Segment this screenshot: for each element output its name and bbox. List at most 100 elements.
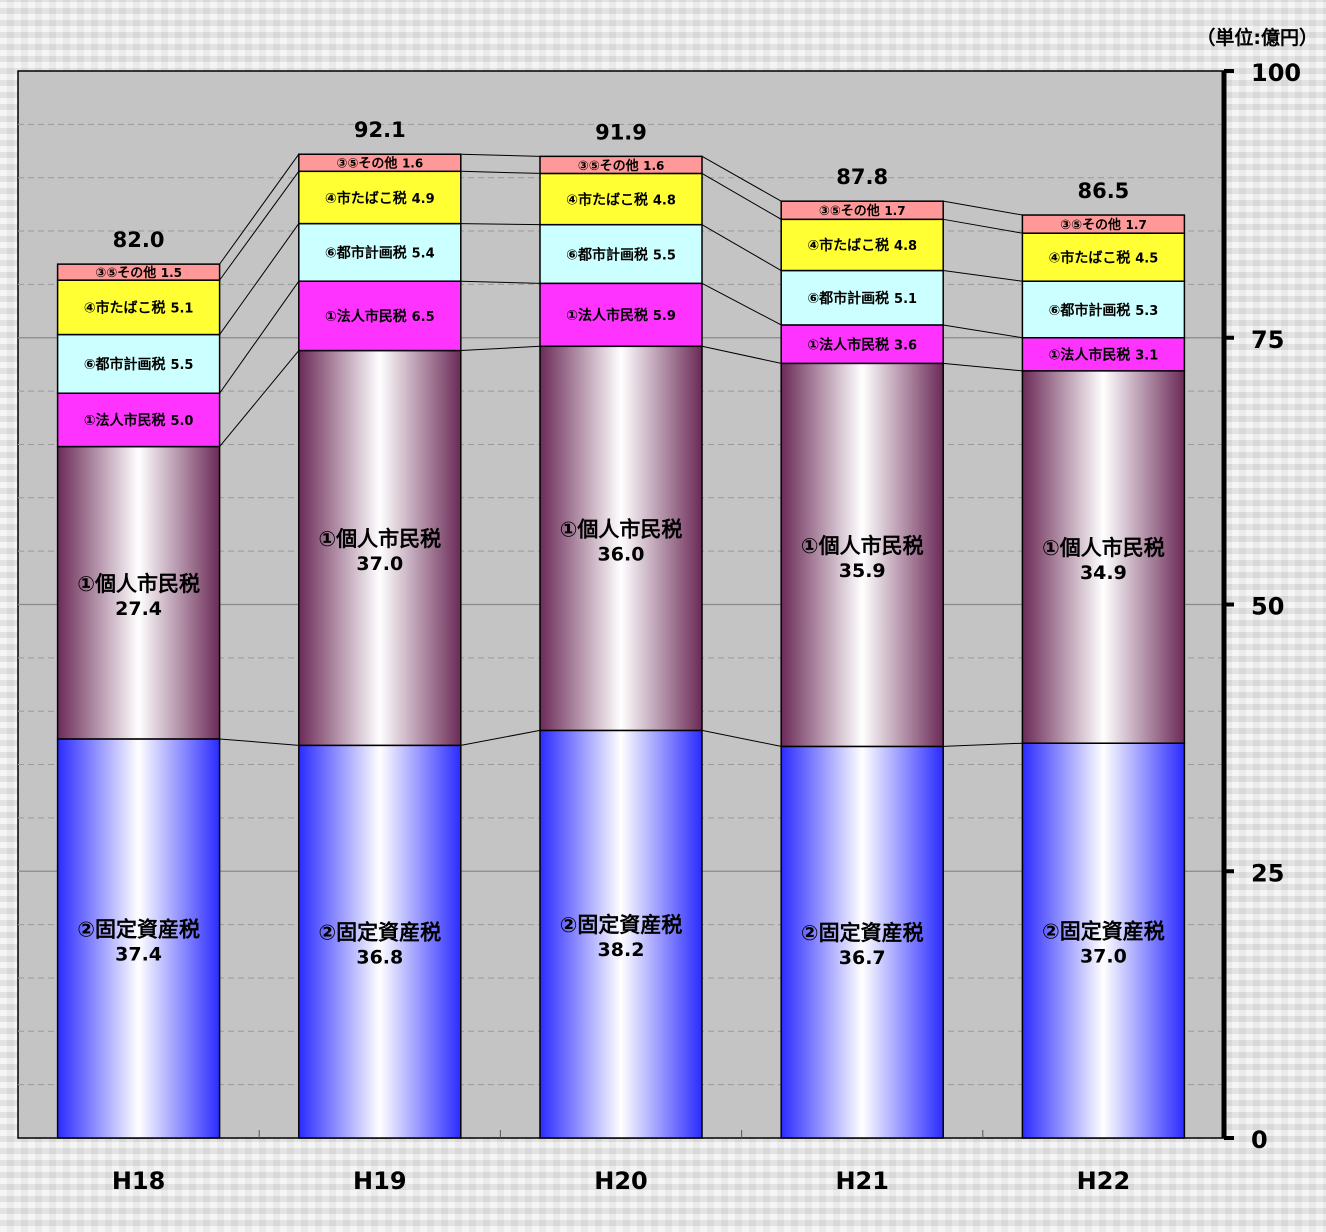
segment-series-label: ①個人市民税 <box>1042 536 1165 560</box>
bar-segment <box>539 172 703 226</box>
bar-segment <box>1021 370 1186 744</box>
segment-label: ③⑤その他 1.6 <box>578 158 665 174</box>
connector-line <box>701 345 782 364</box>
connector-line <box>460 153 541 157</box>
segment-label: ①法人市民税 3.1 <box>1049 347 1159 364</box>
x-axis-labels: H18 H19 H20 H21 H22 <box>112 1167 1130 1195</box>
connector-lines <box>219 153 1023 747</box>
total-label: 82.0 <box>113 228 165 252</box>
segment-series-label: ①個人市民税 <box>77 572 200 596</box>
segment-label: ⑥都市計画税 5.5 <box>566 246 676 263</box>
connector-line <box>943 742 1023 747</box>
connector-line <box>219 223 300 335</box>
segment-label: ⑥都市計画税 5.5 <box>84 356 194 373</box>
bar-segment <box>539 345 703 732</box>
connector-line <box>701 172 782 220</box>
segment-series-label: ②固定資産税 <box>77 917 200 941</box>
bar-segment <box>298 744 462 1139</box>
segment-value-label: 36.7 <box>839 947 886 969</box>
bar-segment <box>56 279 221 336</box>
bar-segment <box>539 729 703 1139</box>
connector-line <box>943 324 1023 339</box>
bar-segment <box>539 282 703 348</box>
y-axis: 0 25 50 75 100 <box>258 59 1301 1154</box>
segment-label: ①法人市民税 5.0 <box>84 412 194 429</box>
segment-value-label: 36.0 <box>598 543 645 565</box>
bar-segment <box>56 263 221 281</box>
x-category-label: H20 <box>594 1167 647 1195</box>
bar-segment <box>298 349 462 747</box>
connector-line <box>219 280 300 394</box>
bar-segment <box>56 392 221 448</box>
connector-line <box>460 223 541 226</box>
total-label: 92.1 <box>354 118 406 142</box>
bar-segment <box>298 222 462 282</box>
segment-series-label: ②固定資産税 <box>1042 920 1165 944</box>
bar-segment <box>1021 742 1186 1139</box>
total-label: 91.9 <box>595 120 647 144</box>
segment-label: ③⑤その他 1.7 <box>1060 217 1147 233</box>
y-tick-label: 75 <box>1251 326 1284 354</box>
connector-line <box>219 153 300 265</box>
segment-label: ③⑤その他 1.7 <box>819 203 906 219</box>
bar-segment <box>1021 232 1186 282</box>
connector-line <box>943 362 1023 372</box>
segment-series-label: ②固定資産税 <box>318 921 441 945</box>
bar-segment <box>298 170 462 225</box>
total-label: 86.5 <box>1077 179 1129 203</box>
segment-label: ①法人市民税 3.6 <box>807 336 917 353</box>
connector-line <box>701 729 782 747</box>
connector-line <box>219 171 300 281</box>
bar-segment <box>56 738 221 1139</box>
x-category-label: H21 <box>835 1167 888 1195</box>
segment-value-label: 37.4 <box>115 943 162 965</box>
segment-series-label: ②固定資産税 <box>560 913 683 937</box>
segment-label: ④市たばこ税 4.8 <box>807 237 917 254</box>
segment-value-label: 37.0 <box>1080 946 1127 968</box>
x-category-label: H22 <box>1077 1167 1130 1195</box>
connector-line <box>943 200 1023 216</box>
y-tick-label: 100 <box>1251 59 1301 87</box>
bar-segment <box>780 362 944 748</box>
connector-line <box>701 224 782 271</box>
segment-value-label: 38.2 <box>598 939 645 961</box>
unit-label: （単位:億円） <box>1196 26 1318 49</box>
connector-line <box>943 270 1023 282</box>
y-tick-label: 25 <box>1251 859 1284 887</box>
segment-value-label: 34.9 <box>1080 562 1127 584</box>
connector-line <box>701 282 782 326</box>
segment-label: ④市たばこ税 4.9 <box>325 190 435 207</box>
total-label: 87.8 <box>836 165 888 189</box>
connector-line <box>460 345 541 352</box>
connector-line <box>460 170 541 174</box>
bar-segment <box>780 200 944 221</box>
connector-line <box>460 729 541 746</box>
segment-label: ⑥都市計画税 5.3 <box>1049 302 1159 319</box>
bar-segment <box>1021 337 1186 372</box>
connector-line <box>701 155 782 202</box>
segment-label: ④市たばこ税 5.1 <box>84 300 194 317</box>
bar-segment <box>1021 280 1186 339</box>
segment-series-label: ①個人市民税 <box>560 517 683 541</box>
segment-series-label: ②固定資産税 <box>801 921 924 945</box>
segment-series-label: ①個人市民税 <box>318 527 441 551</box>
connector-line <box>943 218 1023 234</box>
bar-segment <box>539 155 703 175</box>
x-category-label: H19 <box>353 1167 406 1195</box>
segment-value-label: 27.4 <box>115 598 162 620</box>
y-tick-label: 50 <box>1251 593 1284 621</box>
connector-line <box>460 280 541 284</box>
segment-label: ④市たばこ税 4.8 <box>566 191 676 208</box>
segment-label: ①法人市民税 5.9 <box>566 307 676 324</box>
segment-label: ⑥都市計画税 5.4 <box>325 245 435 262</box>
segment-label: ④市たばこ税 4.5 <box>1049 250 1159 267</box>
segment-label: ①法人市民税 6.5 <box>325 308 435 325</box>
bar-segment <box>780 324 944 365</box>
segment-label: ⑥都市計画税 5.1 <box>807 290 917 307</box>
bar-segment <box>298 153 462 173</box>
y-tick-label: 0 <box>1251 1126 1268 1154</box>
segment-label: ③⑤その他 1.6 <box>336 156 423 172</box>
segment-value-label: 36.8 <box>356 947 403 969</box>
